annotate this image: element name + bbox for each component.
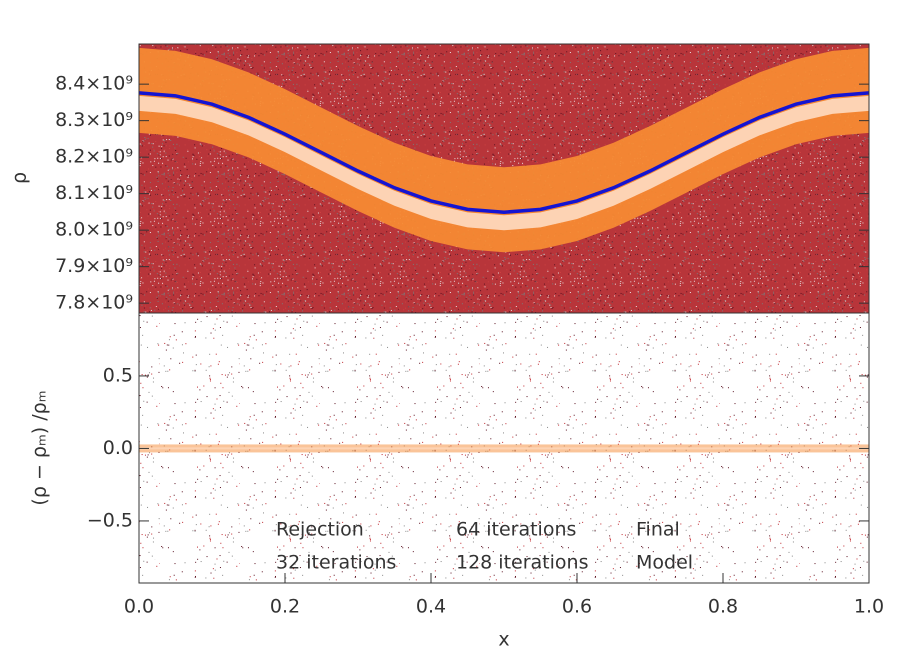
y-tick-label: 0.5 (103, 364, 133, 386)
legend-entry: 32 iterations (276, 552, 396, 574)
x-axis-label: x (498, 629, 509, 651)
x-tick-label: 0.4 (416, 596, 446, 618)
legend-entry: 64 iterations (456, 519, 576, 541)
y-axis-label: ρ (9, 172, 31, 184)
x-tick-label: 0.0 (124, 596, 154, 618)
y-tick-label: 8.3×10⁹ (55, 109, 133, 131)
x-tick-label: 0.2 (270, 596, 300, 618)
y-tick-label: −0.5 (87, 509, 133, 531)
y-tick-label: 7.8×10⁹ (55, 292, 133, 314)
y-tick-label: 8.2×10⁹ (55, 146, 133, 168)
x-tick-label: 0.6 (562, 596, 592, 618)
legend-entry: Rejection (276, 519, 364, 541)
x-tick-label: 1.0 (854, 596, 884, 618)
y-tick-label: 7.9×10⁹ (55, 255, 133, 277)
y-tick-label: 0.0 (103, 437, 133, 459)
legend-entry: Final (636, 519, 680, 541)
band (139, 95, 869, 231)
y-tick-label: 8.0×10⁹ (55, 219, 133, 241)
y-axis-label: (ρ − ρₘ) /ρₘ (29, 390, 51, 505)
y-tick-label: 8.4×10⁹ (55, 73, 133, 95)
legend-entry: 128 iterations (456, 552, 588, 574)
model-line (138, 91, 870, 215)
plot-frame (138, 312, 870, 584)
legend-entry: Model (636, 552, 693, 574)
x-tick-label: 0.8 (708, 596, 738, 618)
y-tick-label: 8.1×10⁹ (55, 182, 133, 204)
